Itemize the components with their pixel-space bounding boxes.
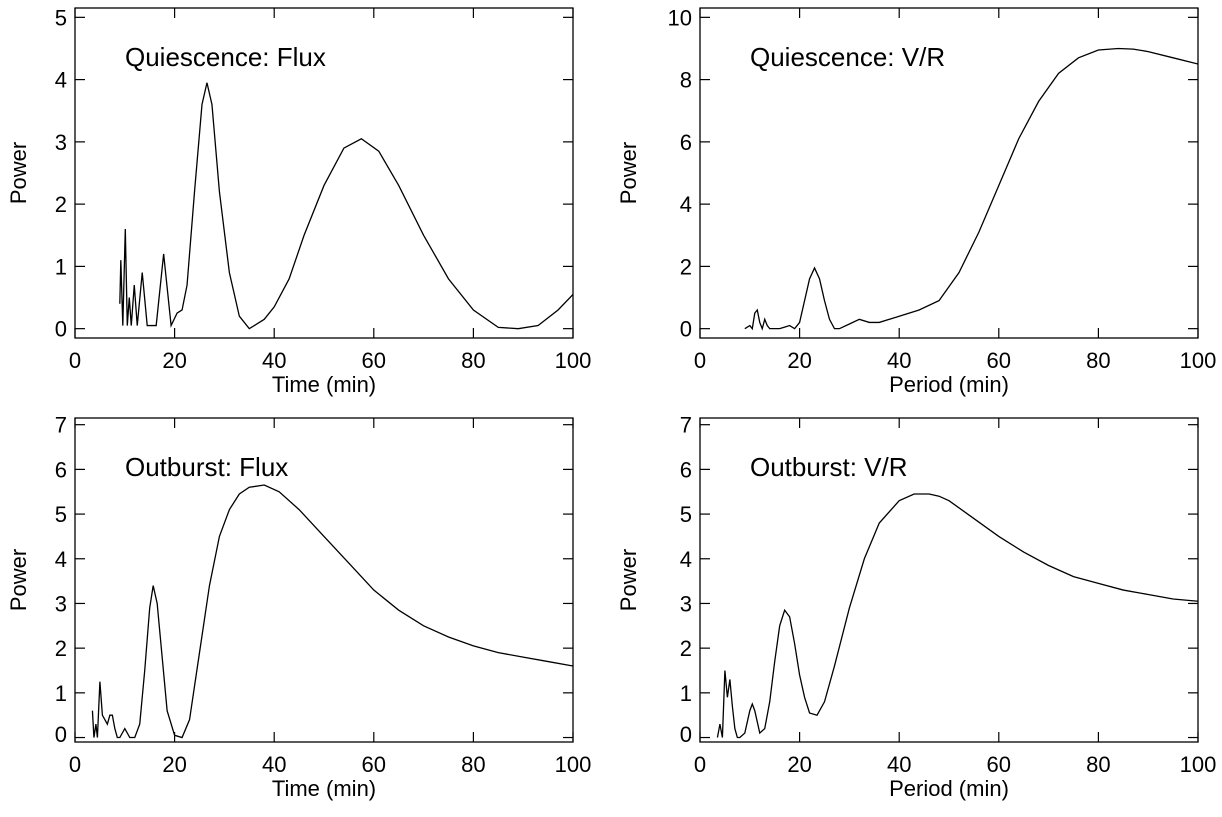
y-tick-label: 6 xyxy=(680,457,692,482)
y-tick-label: 3 xyxy=(55,130,67,155)
y-axis-label: Power xyxy=(616,142,641,204)
y-tick-label: 8 xyxy=(680,68,692,93)
x-axis-label: Time (min) xyxy=(272,372,376,397)
x-tick-label: 100 xyxy=(555,752,592,777)
y-tick-label: 10 xyxy=(668,5,692,30)
x-tick-label: 20 xyxy=(787,752,811,777)
panel-annotation: Outburst: Flux xyxy=(125,452,288,482)
y-tick-label: 0 xyxy=(55,317,67,342)
y-axis-label: Power xyxy=(6,549,31,611)
panel-annotation: Quiescence: Flux xyxy=(125,42,326,72)
x-tick-label: 60 xyxy=(362,752,386,777)
y-tick-label: 4 xyxy=(680,192,692,217)
panel-annotation: Outburst: V/R xyxy=(750,452,908,482)
x-tick-label: 0 xyxy=(694,752,706,777)
data-line xyxy=(744,47,1198,331)
x-tick-label: 60 xyxy=(362,348,386,373)
x-tick-label: 0 xyxy=(694,348,706,373)
y-tick-label: 1 xyxy=(55,681,67,706)
y-tick-label: 2 xyxy=(55,636,67,661)
y-axis-label: Power xyxy=(616,549,641,611)
x-tick-label: 60 xyxy=(987,348,1011,373)
x-tick-label: 40 xyxy=(262,752,286,777)
y-tick-label: 7 xyxy=(680,413,692,438)
x-tick-label: 0 xyxy=(69,348,81,373)
y-tick-label: 4 xyxy=(55,68,67,93)
y-tick-label: 3 xyxy=(680,591,692,616)
data-line xyxy=(716,493,1198,739)
y-tick-label: 2 xyxy=(680,254,692,279)
y-tick-label: 4 xyxy=(680,547,692,572)
y-tick-label: 0 xyxy=(55,722,67,747)
x-tick-label: 20 xyxy=(162,348,186,373)
plot-frame xyxy=(74,7,574,339)
y-tick-label: 3 xyxy=(55,591,67,616)
y-tick-label: 1 xyxy=(680,681,692,706)
x-tick-label: 80 xyxy=(461,752,485,777)
y-tick-label: 0 xyxy=(680,317,692,342)
y-tick-label: 0 xyxy=(680,722,692,747)
data-line xyxy=(91,484,573,739)
y-tick-label: 1 xyxy=(55,254,67,279)
y-tick-label: 2 xyxy=(55,192,67,217)
x-tick-label: 60 xyxy=(987,752,1011,777)
x-tick-label: 20 xyxy=(162,752,186,777)
x-tick-label: 40 xyxy=(887,348,911,373)
plot-frame xyxy=(74,417,574,743)
y-axis-label: Power xyxy=(6,142,31,204)
y-tick-label: 5 xyxy=(680,502,692,527)
y-tick-label: 6 xyxy=(55,457,67,482)
x-tick-label: 40 xyxy=(887,752,911,777)
x-axis-label: Time (min) xyxy=(272,776,376,801)
x-axis-label: Period (min) xyxy=(889,776,1009,801)
y-tick-label: 2 xyxy=(680,636,692,661)
x-tick-label: 100 xyxy=(1180,348,1217,373)
x-tick-label: 80 xyxy=(1086,752,1110,777)
x-tick-label: 0 xyxy=(69,752,81,777)
plot-frame xyxy=(699,7,1199,339)
panel-annotation: Quiescence: V/R xyxy=(750,42,945,72)
x-tick-label: 80 xyxy=(1086,348,1110,373)
x-axis-label: Period (min) xyxy=(889,372,1009,397)
x-tick-label: 100 xyxy=(1180,752,1217,777)
plot-frame xyxy=(699,417,1199,743)
x-tick-label: 20 xyxy=(787,348,811,373)
y-tick-label: 4 xyxy=(55,547,67,572)
data-line xyxy=(119,82,573,330)
y-tick-label: 7 xyxy=(55,413,67,438)
y-tick-label: 6 xyxy=(680,130,692,155)
y-tick-label: 5 xyxy=(55,502,67,527)
x-tick-label: 80 xyxy=(461,348,485,373)
x-tick-label: 40 xyxy=(262,348,286,373)
y-tick-label: 5 xyxy=(55,5,67,30)
x-tick-label: 100 xyxy=(555,348,592,373)
